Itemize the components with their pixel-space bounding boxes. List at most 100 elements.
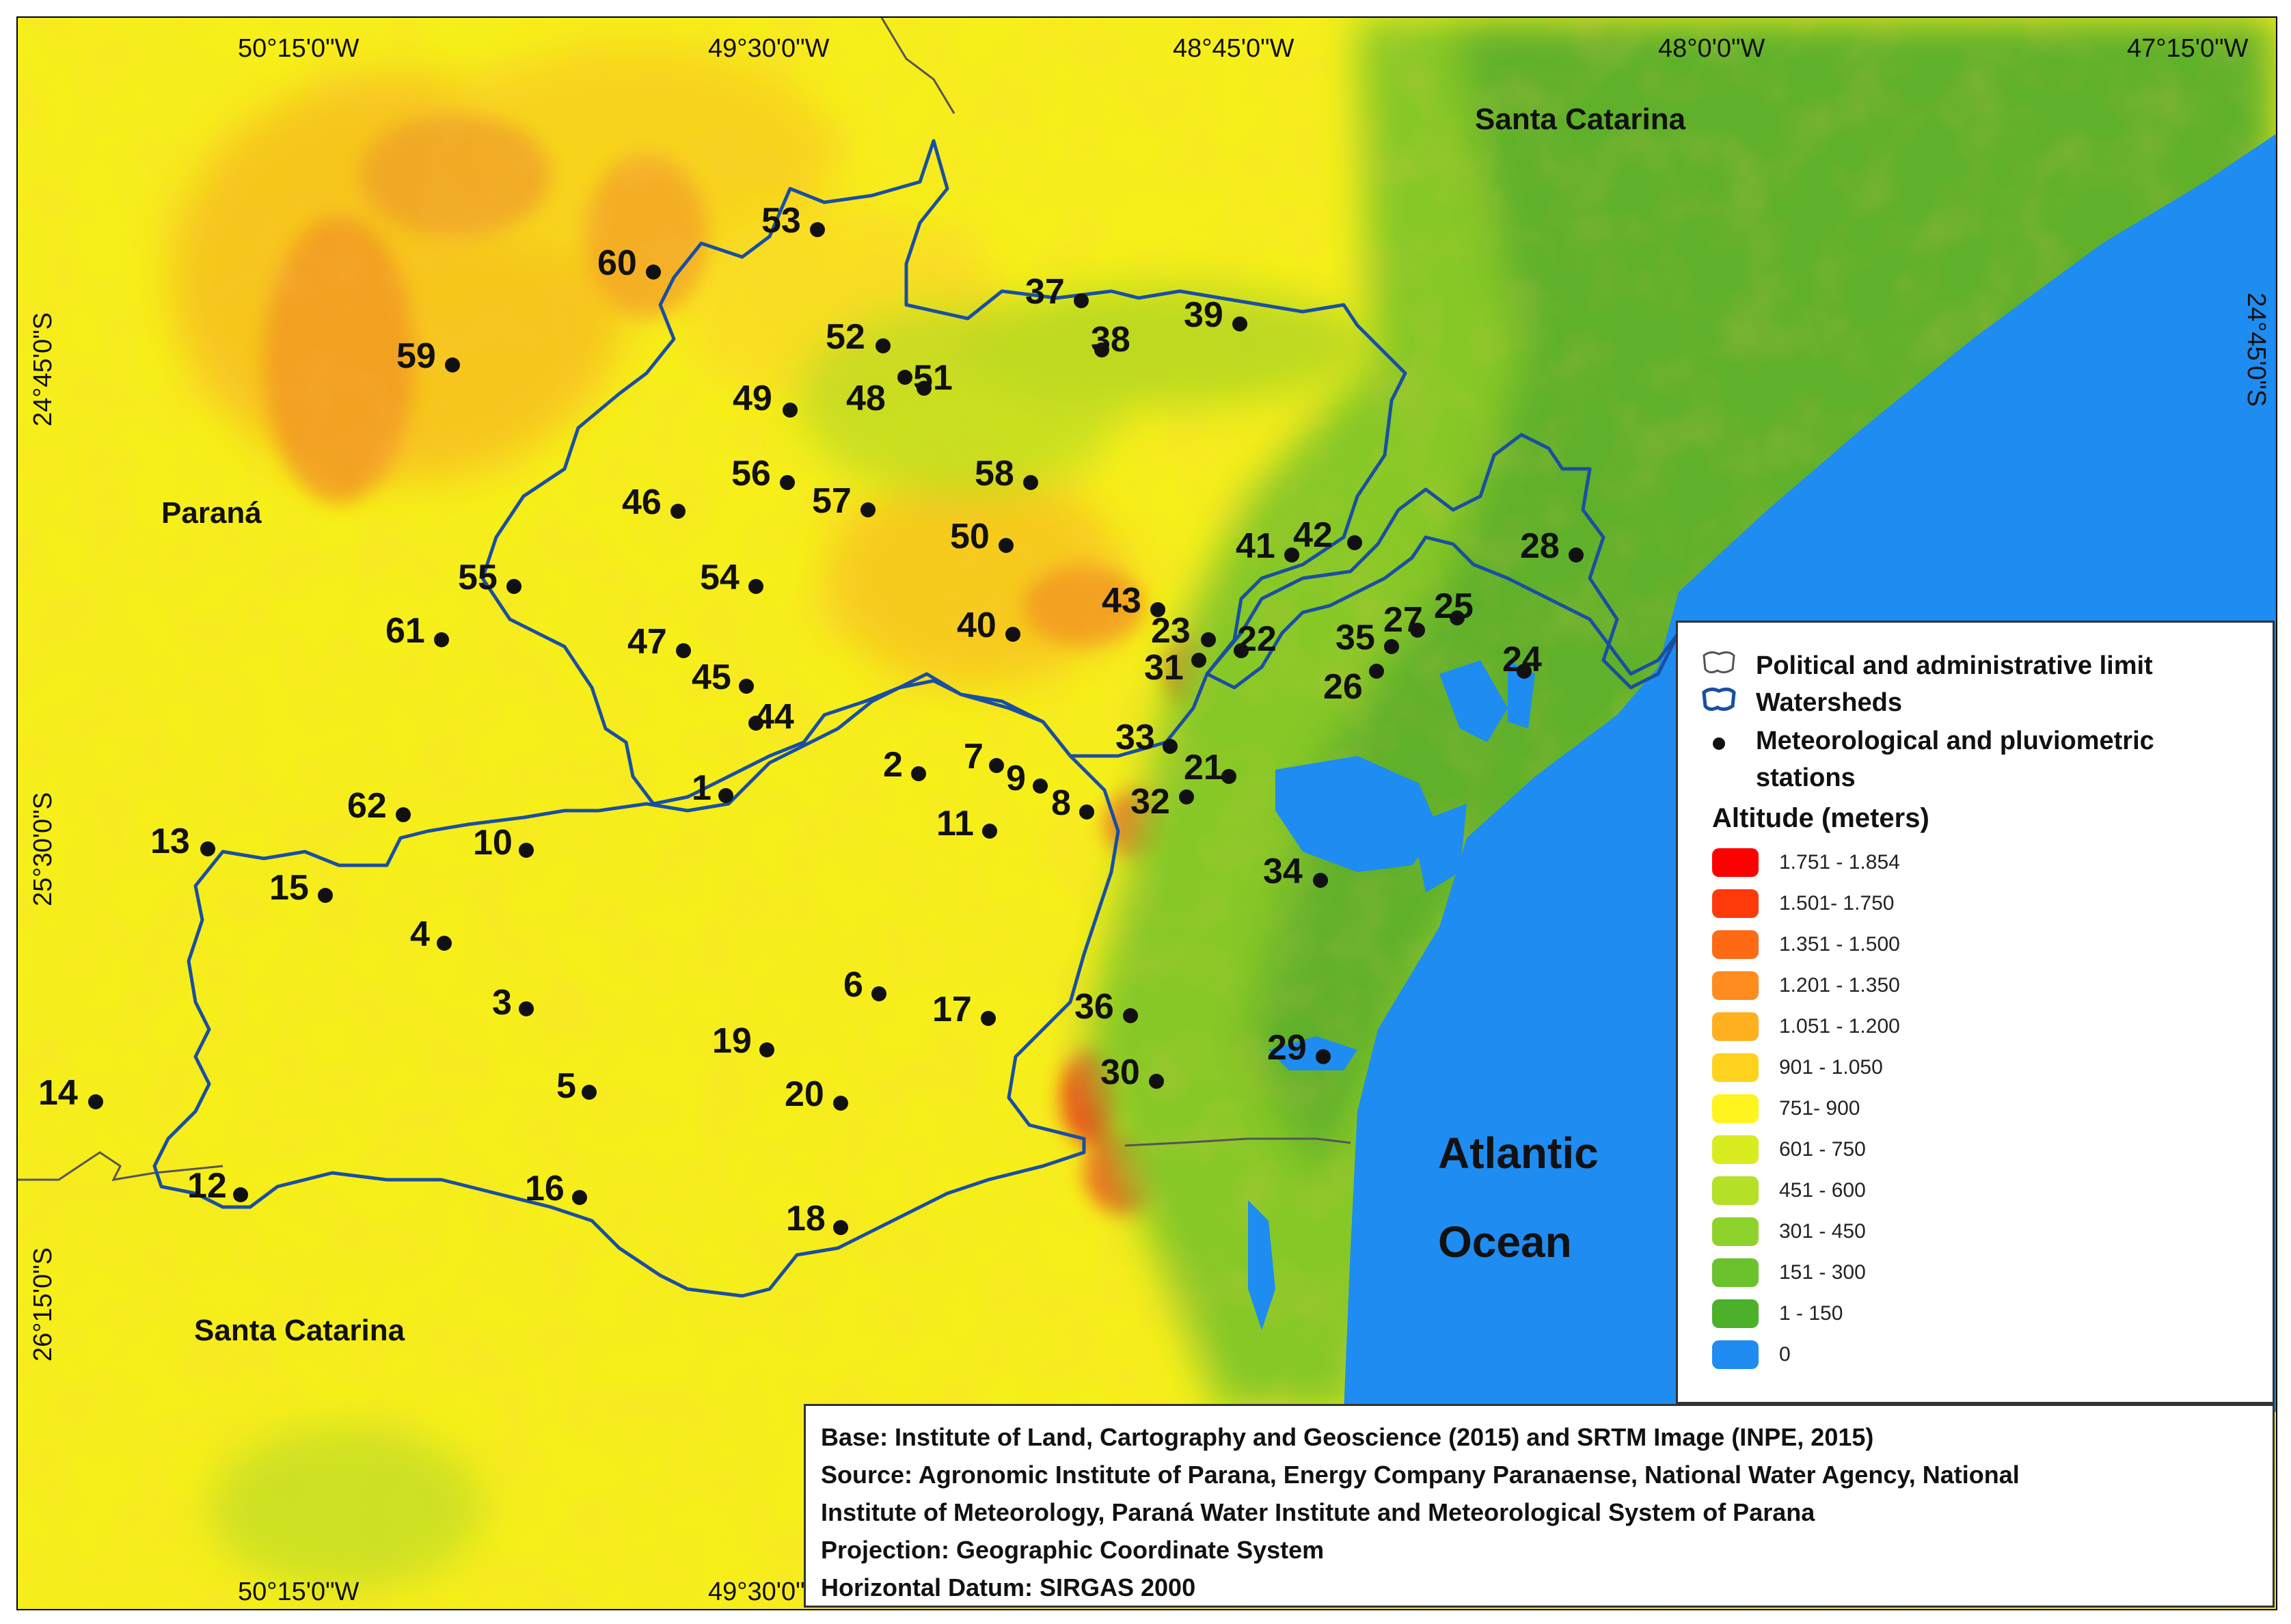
- station-marker-47: [676, 643, 691, 658]
- station-marker-13: [200, 841, 215, 856]
- coord-bottom-2: 49°30'0": [708, 1578, 805, 1606]
- station-marker-24: [1517, 664, 1532, 679]
- station-marker-59: [445, 357, 460, 373]
- station-label-25: 25: [1434, 586, 1474, 626]
- station-label-42: 42: [1293, 515, 1333, 555]
- legend-watersheds: Watersheds: [1698, 686, 1902, 720]
- station-marker-2: [911, 766, 926, 781]
- station-label-31: 31: [1144, 648, 1184, 688]
- altitude-swatch: [1712, 889, 1759, 918]
- altitude-class-row: 901 - 1.050: [1712, 1053, 1883, 1082]
- station-marker-31: [1191, 653, 1206, 668]
- station-label-33: 33: [1115, 718, 1155, 757]
- station-marker-25: [1450, 610, 1465, 625]
- stations-label-line2: stations: [1756, 763, 1856, 792]
- altitude-swatch: [1712, 1217, 1759, 1246]
- station-label-57: 57: [812, 481, 852, 521]
- station-label-29: 29: [1267, 1028, 1307, 1068]
- altitude-class-row: 151 - 300: [1712, 1258, 1866, 1287]
- station-marker-21: [1221, 769, 1236, 784]
- station-marker-27: [1410, 623, 1425, 638]
- station-marker-30: [1149, 1074, 1164, 1089]
- station-marker-39: [1232, 316, 1247, 331]
- altitude-class-row: 601 - 750: [1712, 1135, 1866, 1164]
- altitude-class-label: 1.351 - 1.500: [1779, 933, 1900, 956]
- station-marker-35: [1384, 639, 1399, 654]
- altitude-class-label: 601 - 750: [1779, 1138, 1866, 1161]
- altitude-swatch: [1712, 1299, 1759, 1328]
- station-label-9: 9: [1006, 759, 1026, 798]
- station-label-46: 46: [622, 483, 662, 522]
- altitude-swatch: [1712, 848, 1759, 877]
- station-label-45: 45: [692, 658, 731, 697]
- station-label-36: 36: [1074, 987, 1114, 1027]
- altitude-class-label: 1.051 - 1.200: [1779, 1015, 1900, 1038]
- altitude-swatch: [1712, 1340, 1759, 1369]
- altitude-swatch: [1712, 1135, 1759, 1164]
- station-marker-48: [897, 370, 912, 385]
- station-label-56: 56: [731, 454, 771, 493]
- station-marker-14: [88, 1094, 103, 1109]
- station-label-37: 37: [1025, 272, 1065, 312]
- altitude-class-label: 751- 900: [1779, 1097, 1860, 1120]
- station-label-55: 55: [458, 558, 498, 597]
- station-label-48: 48: [846, 379, 886, 418]
- station-symbol: [1698, 722, 1739, 759]
- station-marker-36: [1123, 1008, 1138, 1023]
- station-label-32: 32: [1130, 782, 1170, 822]
- station-marker-23: [1201, 632, 1216, 647]
- station-label-8: 8: [1051, 783, 1071, 823]
- stations-label: Meteorological and pluviometric stations: [1756, 722, 2154, 796]
- altitude-class-label: 1.201 - 1.350: [1779, 974, 1900, 997]
- station-label-44: 44: [755, 697, 794, 737]
- altitude-class-label: 1.501- 1.750: [1779, 892, 1895, 915]
- station-label-19: 19: [712, 1021, 752, 1061]
- watersheds-label: Watersheds: [1756, 688, 1902, 717]
- station-marker-10: [519, 843, 534, 858]
- station-marker-22: [1234, 643, 1249, 658]
- station-label-11: 11: [936, 804, 974, 843]
- station-marker-3: [519, 1001, 534, 1016]
- coord-top-2: 49°30'0"W: [708, 34, 830, 63]
- station-label-28: 28: [1520, 526, 1560, 566]
- ocean-label-line2: Ocean: [1438, 1217, 1572, 1267]
- station-marker-56: [780, 475, 795, 490]
- station-label-52: 52: [826, 317, 865, 357]
- station-marker-18: [833, 1220, 848, 1235]
- altitude-class-row: 1 - 150: [1712, 1299, 1843, 1328]
- altitude-class-label: 1 - 150: [1779, 1302, 1843, 1325]
- station-label-26: 26: [1323, 667, 1363, 707]
- station-label-34: 34: [1263, 852, 1303, 891]
- station-marker-42: [1347, 535, 1362, 550]
- altitude-class-row: 1.351 - 1.500: [1712, 930, 1900, 959]
- station-label-22: 22: [1237, 619, 1277, 659]
- station-label-43: 43: [1102, 581, 1141, 621]
- station-label-2: 2: [883, 745, 903, 785]
- station-label-39: 39: [1184, 295, 1223, 335]
- coord-right-1: 24°45'0"S: [2242, 293, 2270, 407]
- station-marker-8: [1079, 804, 1094, 820]
- valley-patch: [209, 1426, 483, 1590]
- altitude-class-label: 451 - 600: [1779, 1179, 1866, 1202]
- coord-left-3: 26°15'0"S: [29, 1247, 57, 1362]
- political-limit-symbol: [1698, 649, 1739, 683]
- stations-label-line1: Meteorological and pluviometric: [1756, 727, 2154, 755]
- station-label-12: 12: [187, 1166, 227, 1206]
- legend-stations: Meteorological and pluviometric stations: [1698, 722, 2154, 796]
- station-label-16: 16: [525, 1169, 565, 1208]
- station-label-7: 7: [964, 737, 984, 776]
- station-marker-17: [981, 1011, 996, 1026]
- station-marker-44: [748, 716, 763, 731]
- station-marker-51: [917, 381, 932, 396]
- station-marker-53: [810, 222, 825, 237]
- bay-waters: [1248, 660, 1535, 1330]
- region-label-santa-catarina-sw: Santa Catarina: [194, 1314, 405, 1347]
- station-label-58: 58: [975, 454, 1014, 493]
- altitude-class-row: 1.751 - 1.854: [1712, 848, 1900, 877]
- credits-source-2: Institute of Meteorology, Paraná Water I…: [821, 1498, 1815, 1526]
- station-label-53: 53: [761, 201, 801, 241]
- station-marker-5: [582, 1085, 597, 1100]
- station-marker-52: [876, 338, 891, 353]
- station-marker-16: [572, 1190, 587, 1205]
